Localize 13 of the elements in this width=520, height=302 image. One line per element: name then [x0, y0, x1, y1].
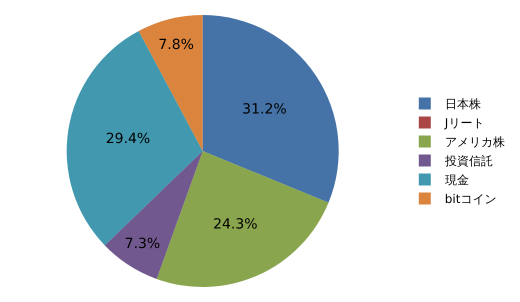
pie-slice	[104, 151, 203, 279]
legend-label: アメリカ株	[444, 135, 505, 150]
data-label: 7.3%	[124, 236, 160, 252]
legend-label: 日本株	[444, 97, 481, 112]
data-label: 31.2%	[242, 102, 287, 118]
legend-label: 投資信託	[444, 154, 493, 168]
data-label: 7.8%	[158, 36, 194, 53]
legend-label: 現金	[444, 173, 469, 188]
data-label: 24.3%	[213, 216, 258, 232]
legend-label: Jリート	[444, 116, 484, 130]
pie-slice	[202, 15, 339, 203]
legend-label: bitコイン	[444, 192, 496, 206]
data-label: 29.4%	[106, 131, 150, 148]
